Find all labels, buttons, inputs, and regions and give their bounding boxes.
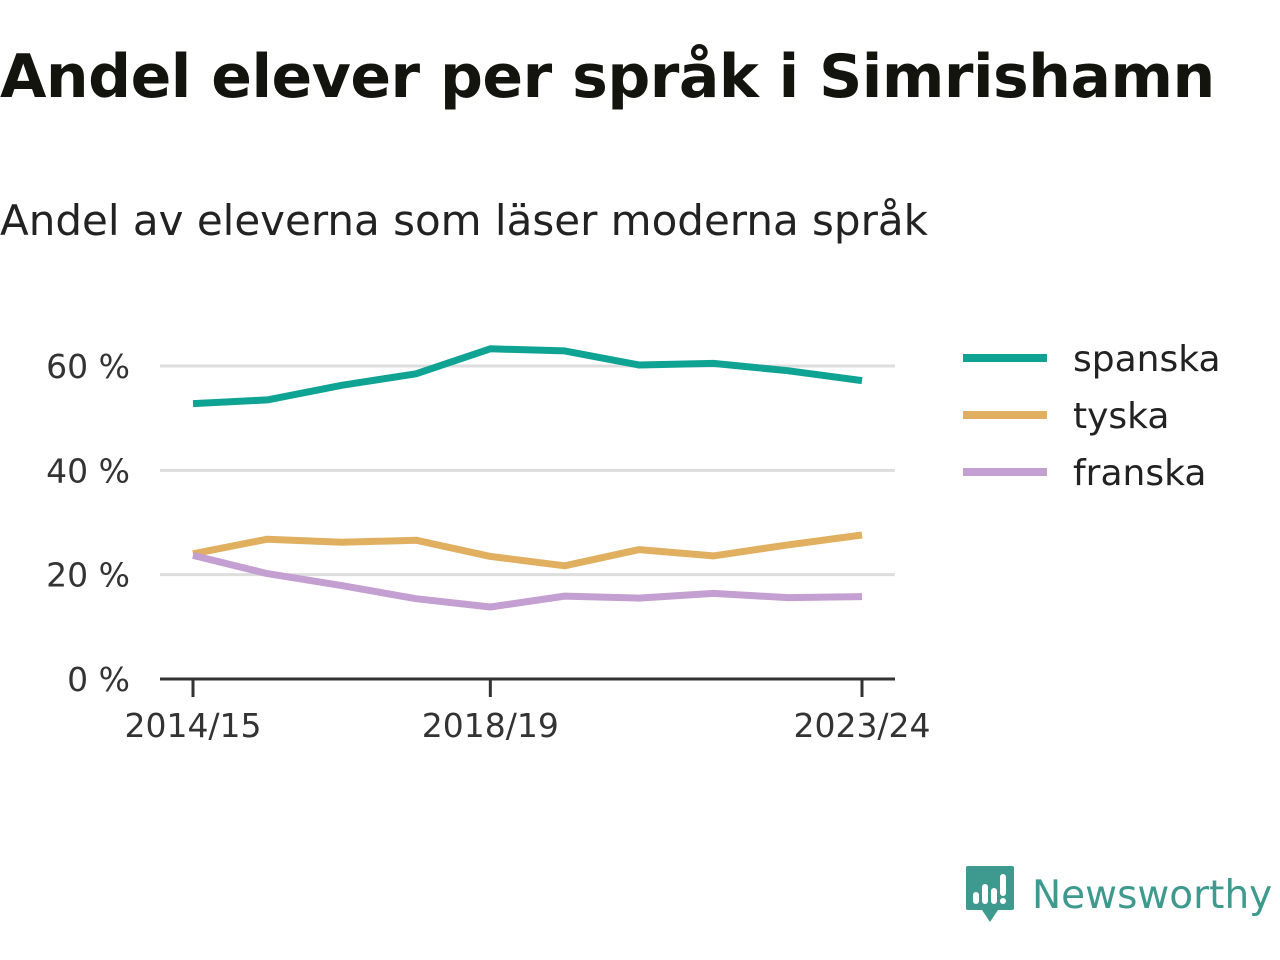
x-tick-label: 2023/24 [793, 706, 930, 745]
x-tick-label: 2014/15 [124, 706, 261, 745]
brand-name: Newsworthy [1032, 872, 1273, 918]
series-line-tyska [192, 531, 863, 570]
y-tick-label: 20 % [46, 556, 130, 595]
legend-label-spanska: spanska [1073, 339, 1221, 380]
y-tick-label: 0 % [67, 660, 130, 699]
newsworthy-brand: Newsworthy [964, 864, 1272, 926]
legend-label-tyska: tyska [1073, 396, 1169, 437]
chart-title: Andel elever per språk i Simrishamn [0, 42, 1215, 112]
y-tick-label: 60 % [46, 347, 130, 386]
series-line-franska [192, 552, 863, 611]
newsworthy-logo-icon [966, 866, 1014, 922]
y-tick-label: 40 % [46, 451, 130, 490]
x-axis: 2014/15 2018/19 2023/24 [124, 677, 931, 745]
chart-subtitle: Andel av eleverna som läser moderna språ… [0, 196, 928, 245]
series-line-spanska [192, 345, 863, 408]
legend-label-franska: franska [1073, 453, 1206, 494]
series-lines [192, 345, 863, 611]
legend: spanska tyska franska [963, 339, 1221, 494]
x-tick-label: 2018/19 [422, 706, 559, 745]
y-axis-tick-labels: 0 % 20 % 40 % 60 % [46, 347, 130, 699]
